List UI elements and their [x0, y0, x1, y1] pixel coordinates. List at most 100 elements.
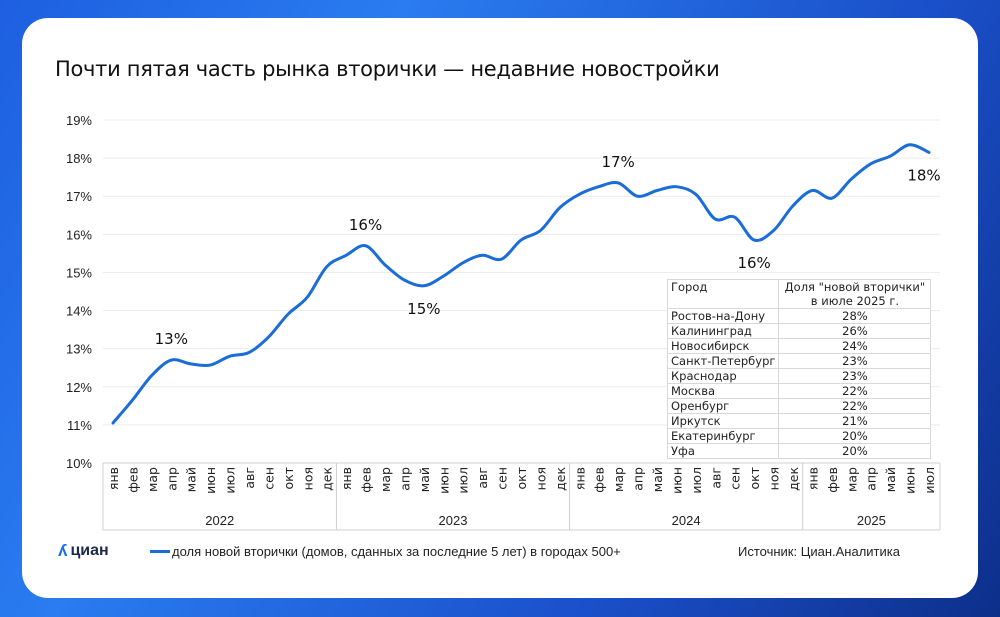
city-name: Новосибирск [666, 338, 780, 354]
x-tick-label: июл [689, 467, 704, 494]
city-name: Краснодар [666, 368, 780, 384]
city-name: Уфа [666, 443, 780, 459]
x-tick-label: янв [339, 467, 354, 490]
y-tick-label: 11% [67, 418, 92, 433]
x-tick-label: окт [281, 467, 296, 489]
city-table: Город Доля "новой вторички" в июле 2025 … [666, 279, 932, 459]
x-tick-label: окт [514, 467, 529, 489]
x-tick-label: фев [825, 467, 840, 493]
x-tick-label: апр [864, 467, 879, 491]
table-row: Уфа 20% [666, 443, 932, 459]
city-share: 20% [778, 428, 932, 444]
city-share: 23% [778, 368, 932, 384]
x-tick-label: май [650, 467, 665, 492]
x-tick-label: июл [922, 467, 937, 494]
y-tick-label: 18% [66, 151, 92, 166]
x-tick-label: июн [903, 467, 918, 494]
city-name: Москва [666, 383, 780, 399]
y-tick-label: 16% [66, 227, 92, 242]
y-tick-label: 10% [66, 456, 92, 471]
data-label: 16% [737, 254, 770, 272]
city-share: 23% [778, 353, 932, 369]
x-tick-label: фев [592, 467, 607, 493]
table-row: Иркутск 21% [666, 413, 932, 429]
x-tick-label: май [883, 467, 898, 492]
x-tick-label: сен [728, 467, 743, 490]
y-tick-label: 15% [66, 265, 92, 280]
city-share: 21% [778, 413, 932, 429]
x-tick-label: янв [106, 467, 121, 490]
legend-label: доля новой вторички (домов, сданных за п… [172, 544, 621, 559]
y-tick-label: 14% [66, 304, 92, 319]
table-row: Москва 22% [666, 383, 932, 399]
table-row: Екатеринбург 20% [666, 428, 932, 444]
x-tick-label: июн [669, 467, 684, 494]
x-tick-label: сен [261, 467, 276, 490]
x-tick-label: июл [223, 467, 238, 494]
city-name: Оренбург [666, 398, 780, 414]
city-share: 28% [778, 308, 932, 324]
x-tick-label: окт [747, 467, 762, 489]
x-tick-label: апр [631, 467, 646, 491]
year-label: 2022 [205, 513, 234, 528]
city-name: Калининград [666, 323, 780, 339]
x-tick-label: янв [805, 467, 820, 490]
x-tick-label: мар [378, 467, 393, 492]
table-row: Санкт-Петербург 23% [666, 353, 932, 369]
table-row: Оренбург 22% [666, 398, 932, 414]
x-tick-label: апр [397, 467, 412, 491]
city-name: Ростов-на-Дону [666, 308, 780, 324]
city-share: 22% [778, 383, 932, 399]
x-tick-label: мар [844, 467, 859, 492]
year-label: 2024 [672, 513, 701, 528]
x-tick-label: июн [203, 467, 218, 494]
table-row: Ростов-на-Дону 28% [666, 308, 932, 324]
city-name: Санкт-Петербург [666, 353, 780, 369]
series-line [111, 143, 931, 425]
x-tick-label: ноя [767, 467, 782, 490]
x-tick-label: апр [164, 467, 179, 491]
cian-logo: ʎ циан [58, 541, 109, 561]
data-label: 16% [349, 216, 382, 234]
logo-icon: ʎ [58, 541, 68, 560]
x-tick-label: ноя [533, 467, 548, 490]
x-tick-label: июл [456, 467, 471, 494]
logo-text: циан [70, 542, 109, 559]
x-tick-label: дек [553, 467, 568, 491]
x-tick-label: фев [125, 467, 140, 493]
city-name: Иркутск [666, 413, 780, 429]
x-tick-label: авг [242, 467, 257, 489]
table-row: Новосибирск 24% [666, 338, 932, 354]
city-share: 26% [778, 323, 932, 339]
table-header-city: Город [666, 279, 780, 309]
x-tick-label: июн [436, 467, 451, 494]
data-label: 17% [601, 153, 634, 171]
data-label: 13% [155, 330, 188, 348]
chart-title: Почти пятая часть рынка вторички — недав… [55, 57, 720, 81]
city-share: 22% [778, 398, 932, 414]
x-tick-label: мар [611, 467, 626, 492]
table-header-share: Доля "новой вторички" в июле 2025 г. [778, 279, 932, 309]
x-tick-label: авг [475, 467, 490, 489]
x-tick-label: янв [572, 467, 587, 490]
data-label: 18% [907, 166, 940, 184]
legend: доля новой вторички (домов, сданных за п… [150, 544, 621, 559]
y-tick-label: 17% [66, 189, 92, 204]
data-label: 15% [407, 300, 440, 318]
y-tick-label: 13% [66, 342, 92, 357]
city-share: 24% [778, 338, 932, 354]
x-tick-label: авг [708, 467, 723, 489]
year-label: 2025 [857, 513, 886, 528]
table-row: Калининград 26% [666, 323, 932, 339]
x-tick-label: сен [495, 467, 510, 490]
city-name: Екатеринбург [666, 428, 780, 444]
x-tick-label: май [417, 467, 432, 492]
year-label: 2023 [439, 513, 468, 528]
y-tick-label: 19% [66, 113, 92, 128]
city-share: 20% [778, 443, 932, 459]
source-note: Источник: Циан.Аналитика [738, 544, 900, 559]
x-tick-label: дек [320, 467, 335, 491]
x-tick-label: фев [359, 467, 374, 493]
x-tick-label: дек [786, 467, 801, 491]
x-tick-label: ноя [300, 467, 315, 490]
